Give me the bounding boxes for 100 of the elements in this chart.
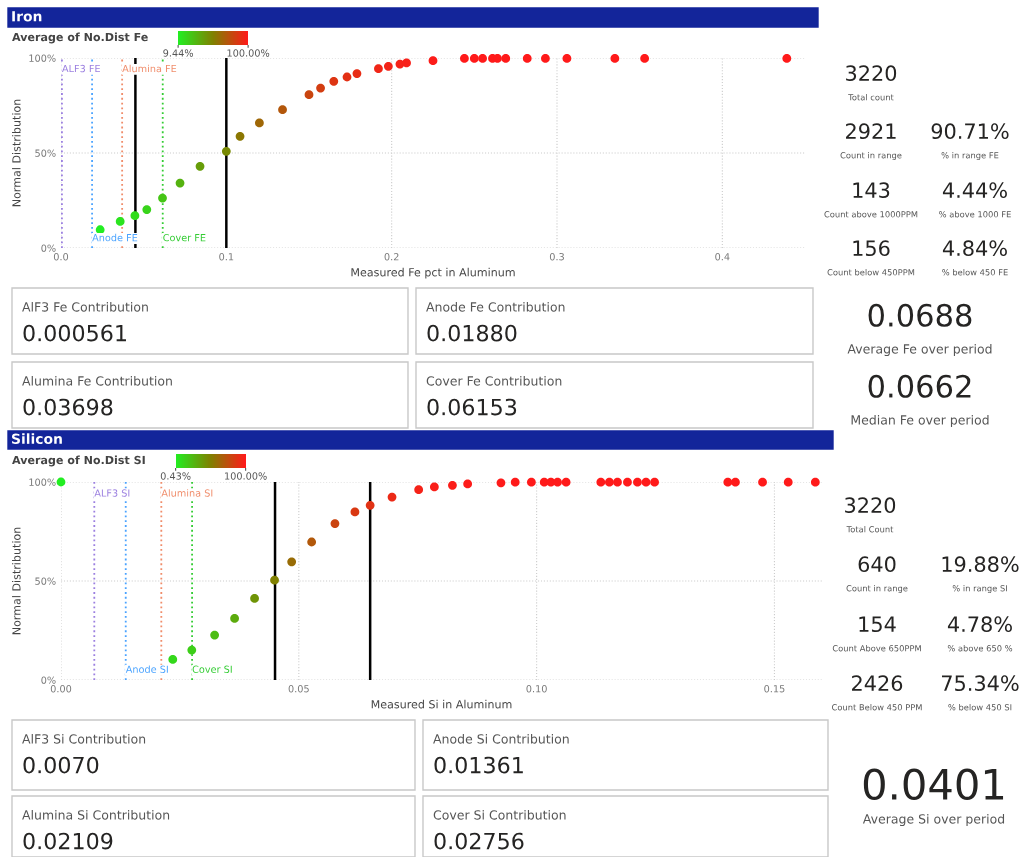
- point: [221, 146, 231, 156]
- point: [142, 205, 152, 215]
- color-bar-label: 100.00%: [227, 49, 270, 57]
- text: Count in range: [840, 151, 902, 161]
- point: [235, 131, 245, 141]
- point: [383, 61, 393, 71]
- point: [387, 492, 397, 502]
- point: [330, 519, 340, 528]
- point: [561, 477, 571, 487]
- text: 19.88%: [942, 556, 1019, 573]
- text: 0.02756: [434, 832, 524, 850]
- text: Anode Si Contribution: [433, 733, 569, 744]
- text: 0.0688: [868, 303, 972, 327]
- point: [287, 557, 297, 567]
- point: [562, 53, 572, 63]
- x-tick-label: 0.2: [384, 253, 399, 261]
- text: Count Below 450 PPM: [832, 703, 922, 711]
- text: Median Fe over period: [851, 414, 989, 428]
- ref-line-label: Anode SI: [125, 665, 168, 673]
- point: [650, 477, 659, 487]
- text: 2921: [846, 123, 896, 140]
- point: [365, 500, 375, 510]
- text: 640: [858, 556, 896, 573]
- color-bar-label: 100.00%: [225, 472, 267, 480]
- text: Total count: [848, 93, 894, 101]
- text: Total Count: [846, 525, 894, 533]
- point: [501, 53, 511, 63]
- point: [810, 477, 820, 487]
- text: Alumina Fe Contribution: [22, 375, 172, 386]
- point: [428, 56, 438, 66]
- point: [158, 193, 167, 203]
- point: [350, 507, 360, 517]
- point: [187, 645, 197, 655]
- point: [510, 477, 520, 487]
- color-bar-title: Average of No.Dist Fe: [12, 32, 148, 44]
- y-tick-label: 100%: [29, 478, 56, 486]
- text: Cover Fe Contribution: [426, 375, 562, 386]
- text: 0.02109: [23, 832, 113, 850]
- point: [250, 594, 259, 603]
- text: 2426: [852, 675, 903, 692]
- point: [195, 161, 205, 171]
- chart-title: Iron: [12, 11, 42, 22]
- point: [613, 477, 622, 487]
- text: % in range FE: [941, 151, 999, 161]
- text: % below 450 SI: [948, 703, 1012, 711]
- text: Count below 450PPM: [827, 268, 915, 276]
- point: [448, 480, 457, 490]
- x-tick-label: 0.0: [53, 253, 69, 261]
- point: [342, 72, 352, 82]
- x-tick-label: 0.05: [288, 685, 309, 693]
- text: % below 450 FE: [942, 268, 1008, 276]
- y-axis-title: Normal Distribution: [12, 99, 21, 207]
- x-axis-title: Measured Si in Aluminum: [371, 699, 512, 709]
- text: 0.0401: [863, 768, 1004, 801]
- point: [463, 479, 473, 489]
- text: AlF3 Si Contribution: [22, 733, 146, 744]
- point: [623, 477, 632, 487]
- text: 0.06153: [427, 398, 517, 416]
- text: Count in range: [846, 584, 908, 594]
- ref-line-label: Anode FE: [92, 233, 138, 242]
- x-tick-label: 0.3: [549, 253, 564, 261]
- point: [522, 53, 532, 63]
- point: [633, 477, 642, 487]
- text: Cover Si Contribution: [433, 809, 566, 820]
- ref-line-label: ALF3 FE: [62, 64, 100, 73]
- x-axis-title: Measured Fe pct in Aluminum: [351, 267, 515, 279]
- point: [460, 53, 469, 63]
- point: [469, 53, 479, 63]
- point: [316, 83, 325, 93]
- text: % above 650 %: [947, 644, 1013, 652]
- text: 4.84%: [942, 240, 1007, 257]
- point: [115, 217, 125, 226]
- text: Count Above 650PPM: [832, 644, 921, 652]
- point: [270, 575, 279, 585]
- text: 0.01361: [434, 756, 523, 774]
- point: [402, 58, 411, 68]
- point: [640, 53, 650, 63]
- x-tick-label: 0.10: [526, 685, 547, 693]
- text: 154: [859, 616, 896, 633]
- text: Count above 1000PPM: [824, 210, 918, 218]
- point: [527, 477, 536, 487]
- point: [478, 53, 487, 63]
- text: 3220: [845, 497, 896, 514]
- text: 3220: [846, 65, 897, 82]
- text: 0.000561: [23, 324, 126, 342]
- point: [496, 478, 506, 488]
- point: [307, 537, 317, 547]
- text: Anode Fe Contribution: [426, 301, 565, 312]
- point: [278, 105, 287, 115]
- point: [541, 53, 550, 63]
- text: AlF3 Fe Contribution: [22, 301, 148, 312]
- text: 143: [853, 182, 890, 199]
- point: [429, 482, 439, 492]
- point: [352, 69, 362, 78]
- text: 90.71%: [931, 123, 1009, 140]
- text: 75.34%: [941, 675, 1019, 692]
- y-tick-label: 0%: [41, 244, 56, 252]
- text: Average Si over period: [862, 813, 1005, 827]
- x-tick-label: 0.4: [715, 253, 730, 261]
- ref-line-label: Cover SI: [192, 665, 232, 673]
